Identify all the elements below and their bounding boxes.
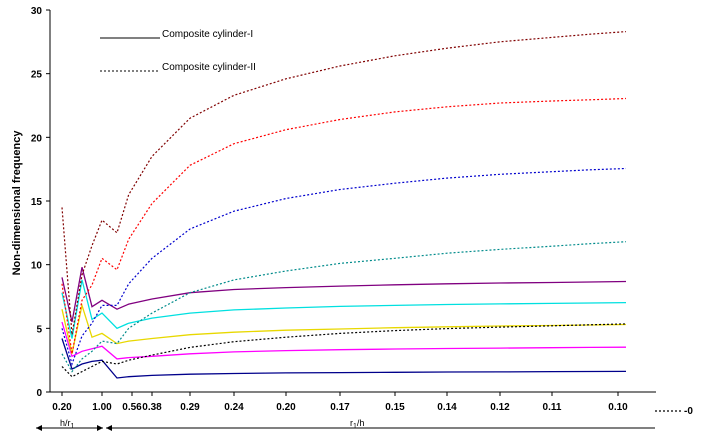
series-line-4 bbox=[61, 279, 627, 339]
y-tick-label: 10 bbox=[31, 261, 43, 272]
y-ticks: 0 5 10 15 20 25 30 bbox=[31, 6, 50, 399]
x-tick-label: 0.38 bbox=[142, 402, 162, 413]
x-sub-label-2-tail: /h bbox=[357, 418, 365, 428]
x-ticks: 0.20 1.00 0.56 0.38 0.29 0.24 0.20 0.17 0.15 0.14… bbox=[52, 392, 628, 413]
series-line-3 bbox=[61, 302, 627, 354]
x-tick-label: 0.20 bbox=[276, 402, 296, 413]
y-tick-label: 15 bbox=[31, 197, 43, 208]
legend-label: Composite cylinder-I bbox=[162, 29, 253, 40]
outside-legend-fragment: -0 bbox=[655, 406, 693, 417]
x-tick-label: 1.00 bbox=[92, 402, 112, 413]
outside-legend-label: -0 bbox=[684, 406, 693, 417]
series-lines bbox=[61, 31, 627, 379]
x-tick-label: 0.56 bbox=[122, 402, 142, 413]
y-tick-label: 25 bbox=[31, 70, 43, 81]
x-sub-label-1-subscript: 1 bbox=[71, 423, 75, 430]
legend: Composite cylinder-I Composite cylinder-I… bbox=[100, 29, 256, 73]
x-tick-label: 0.14 bbox=[437, 402, 457, 413]
y-axis-label: Non-dimensional frequency bbox=[11, 130, 23, 276]
svg-text:r1/h: r1/h bbox=[350, 418, 364, 430]
x-tick-label: 0.10 bbox=[608, 402, 628, 413]
x-tick-label: 0.29 bbox=[180, 402, 200, 413]
series-line-9 bbox=[61, 97, 627, 354]
x-tick-label: 0.17 bbox=[330, 402, 350, 413]
series-line-2 bbox=[61, 321, 627, 360]
x-sub-label-2: r bbox=[350, 418, 353, 428]
y-tick-label: 5 bbox=[36, 324, 42, 335]
x-tick-label: 0.12 bbox=[490, 402, 510, 413]
x-tick-label: 0.15 bbox=[385, 402, 405, 413]
series-line-8 bbox=[61, 167, 627, 366]
svg-text:h/r1: h/r1 bbox=[60, 418, 75, 430]
x-tick-label: 0.11 bbox=[543, 402, 562, 413]
x-tick-label: 0.24 bbox=[224, 402, 244, 413]
series-line-6 bbox=[61, 323, 627, 378]
y-tick-label: 20 bbox=[31, 133, 43, 144]
series-line-5 bbox=[61, 267, 627, 323]
axes bbox=[49, 10, 656, 393]
y-tick-label: 30 bbox=[31, 6, 43, 17]
x-sub-annotation: h/r1 r1/h bbox=[36, 418, 655, 431]
x-sub-label-2-subscript: 1 bbox=[353, 423, 357, 430]
legend-label: Composite cylinder-II bbox=[162, 62, 256, 73]
series-line-10 bbox=[61, 31, 627, 335]
x-tick-label: 0.20 bbox=[52, 402, 72, 413]
series-line-1 bbox=[61, 338, 627, 379]
y-tick-label: 0 bbox=[36, 388, 42, 399]
x-sub-label-1: h/r bbox=[60, 418, 71, 428]
